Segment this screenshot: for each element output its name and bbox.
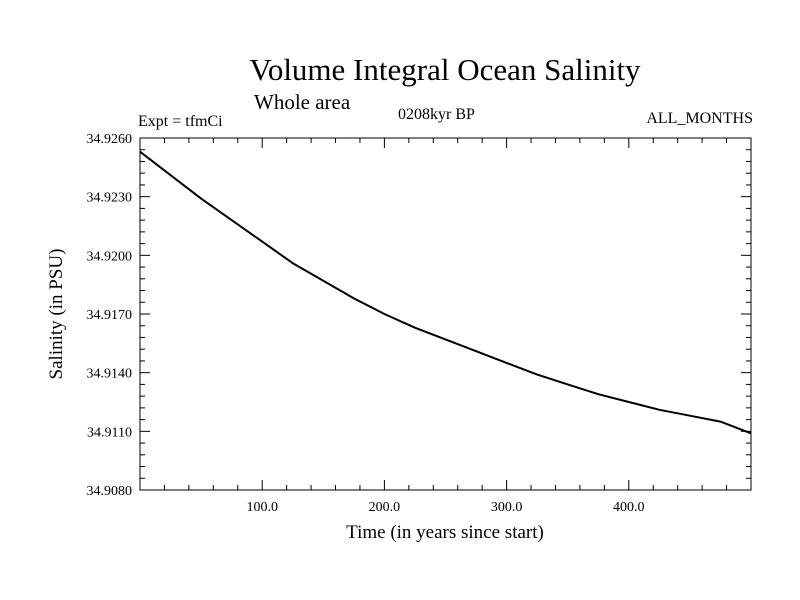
y-tick-label: 34.9140 <box>87 367 133 382</box>
salinity-series-line <box>139 150 752 435</box>
x-tick-label: 400.0 <box>613 500 645 515</box>
axis-tick-labels: 100.0 200.0 300.0 400.0 34.9080 34.9110 34.914… <box>87 132 645 515</box>
months-label: ALL_MONTHS <box>646 110 753 127</box>
chart-subtitle: Whole area <box>254 90 351 114</box>
experiment-label: Expt = tfmCi <box>138 113 223 130</box>
x-axis-label: Time (in years since start) <box>346 522 544 543</box>
x-tick-label: 300.0 <box>491 500 523 515</box>
x-tick-label: 100.0 <box>246 500 278 515</box>
x-tick-label: 200.0 <box>369 500 401 515</box>
y-tick-label: 34.9110 <box>87 425 132 440</box>
y-tick-label: 34.9260 <box>87 132 133 147</box>
chart-title: Volume Integral Ocean Salinity <box>249 52 641 87</box>
plot-frame <box>139 137 752 491</box>
y-tick-label: 34.9230 <box>87 191 133 206</box>
y-tick-label: 34.9200 <box>87 249 133 264</box>
axis-ticks <box>140 138 751 490</box>
y-tick-label: 34.9080 <box>87 484 133 499</box>
y-tick-label: 34.9170 <box>87 308 133 323</box>
y-axis-label: Salinity (in PSU) <box>46 249 67 380</box>
period-label: 0208kyr BP <box>398 106 475 123</box>
